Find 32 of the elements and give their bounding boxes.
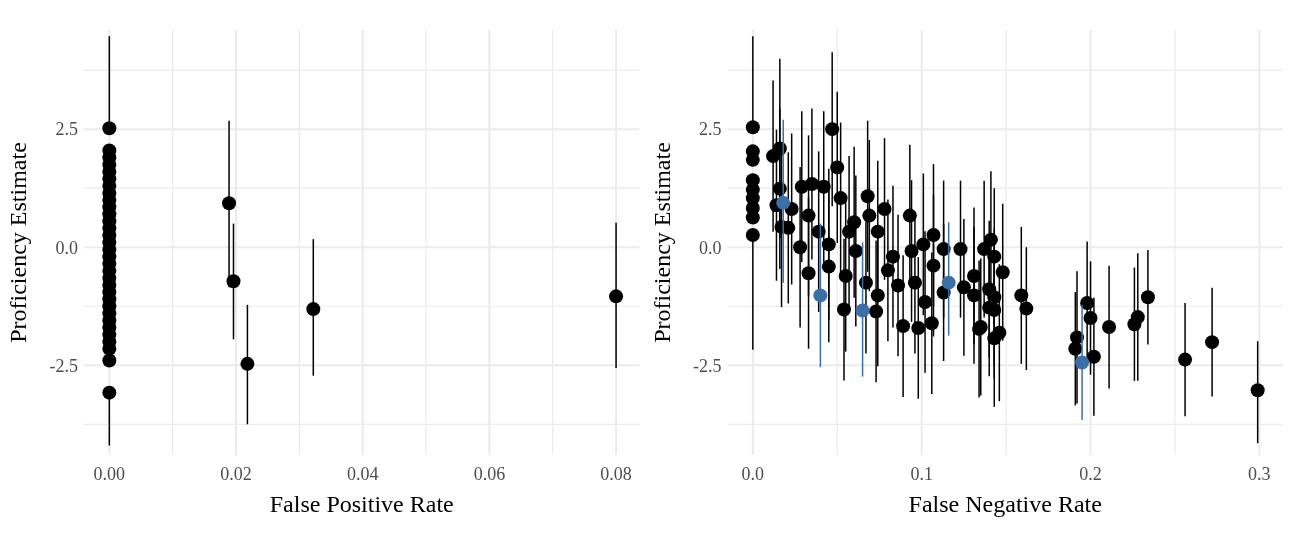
x-tick-label: 0.08 — [600, 464, 632, 484]
y-axis-title: Proficiency Estimate — [648, 142, 675, 343]
x-axis-title: False Positive Rate — [269, 491, 454, 517]
x-tick-label: 0.0 — [741, 464, 765, 484]
x-tick-label: 0.3 — [1248, 464, 1271, 484]
point — [776, 195, 791, 210]
x-axis-title: False Negative Rate — [908, 491, 1102, 517]
x-tick-label: 0.00 — [93, 464, 126, 484]
y-tick-label: 0.0 — [699, 237, 722, 258]
y-tick-label: -2.5 — [693, 355, 722, 376]
y-axis-title: Proficiency Estimate — [5, 142, 31, 343]
x-tick-label: 0.04 — [346, 464, 379, 484]
x-tick-label: 0.2 — [1079, 464, 1102, 484]
point — [240, 356, 255, 371]
point — [813, 288, 828, 303]
point — [226, 274, 241, 289]
point — [222, 196, 237, 211]
point — [306, 302, 321, 317]
y-tick-label: 2.5 — [55, 119, 78, 140]
point — [102, 353, 117, 368]
point — [609, 289, 624, 304]
x-tick-label: 0.1 — [910, 464, 933, 484]
point — [941, 275, 956, 290]
y-tick-label: -2.5 — [49, 355, 78, 376]
y-tick-label: 2.5 — [699, 119, 722, 140]
x-tick-label: 0.06 — [473, 464, 506, 484]
point — [102, 121, 117, 136]
point — [855, 303, 870, 318]
y-tick-label: 0.0 — [55, 237, 78, 258]
x-tick-label: 0.02 — [220, 464, 252, 484]
point — [1075, 355, 1090, 370]
point — [102, 385, 117, 400]
